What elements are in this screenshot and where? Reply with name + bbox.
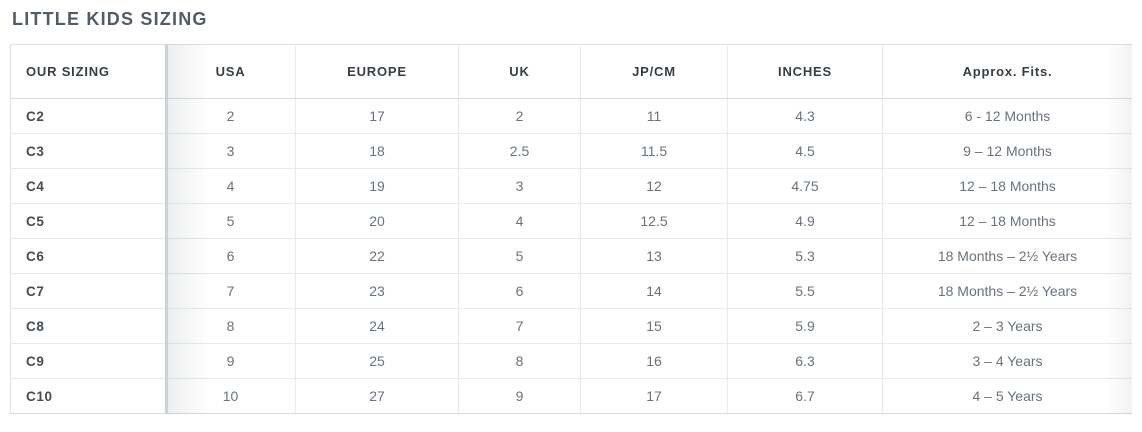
column-header-usa: USA <box>165 44 296 99</box>
cell: 20 <box>295 203 459 239</box>
cell: 11.5 <box>580 133 728 169</box>
cell: 25 <box>295 343 459 379</box>
cell: 3 – 4 Years <box>882 343 1132 379</box>
cell: 2.5 <box>458 133 581 169</box>
table-row-c8: C8 8 24 7 15 5.9 2 – 3 Years <box>10 308 1132 344</box>
cell: 23 <box>295 273 459 309</box>
cell: 22 <box>295 238 459 274</box>
table-body: C2 2 17 2 11 4.3 6 - 12 Months C3 3 18 2.5 11.5 4.5 9… <box>10 98 1132 414</box>
cell: 10 <box>165 378 296 414</box>
cell: 2 <box>165 98 296 134</box>
cell: 7 <box>165 273 296 309</box>
cell: 4.9 <box>727 203 883 239</box>
table-row-c3: C3 3 18 2.5 11.5 4.5 9 – 12 Months <box>10 133 1132 169</box>
row-label: C7 <box>10 273 166 309</box>
column-header-inches: INCHES <box>727 44 883 99</box>
cell: 4.75 <box>727 168 883 204</box>
cell: 2 – 3 Years <box>882 308 1132 344</box>
cell: 4 – 5 Years <box>882 378 1132 414</box>
column-header-europe: EUROPE <box>295 44 459 99</box>
page-title: LITTLE KIDS SIZING <box>12 9 208 29</box>
cell: 18 <box>295 133 459 169</box>
cell: 6 <box>165 238 296 274</box>
cell: 5 <box>165 203 296 239</box>
cell: 19 <box>295 168 459 204</box>
table-row-c5: C5 5 20 4 12.5 4.9 12 – 18 Months <box>10 203 1132 239</box>
cell: 18 Months – 2½ Years <box>882 238 1132 274</box>
cell: 3 <box>165 133 296 169</box>
row-label: C4 <box>10 168 166 204</box>
row-label: C8 <box>10 308 166 344</box>
cell: 6 - 12 Months <box>882 98 1132 134</box>
column-header-uk: UK <box>458 44 581 99</box>
row-label: C2 <box>10 98 166 134</box>
cell: 7 <box>458 308 581 344</box>
cell: 2 <box>458 98 581 134</box>
little-kids-sizing-table: OUR SIZING USA EUROPE UK JP/CM INCHES Approx. … <box>10 44 1132 414</box>
cell: 24 <box>295 308 459 344</box>
table-row-c6: C6 6 22 5 13 5.3 18 Months – 2½ Years <box>10 238 1132 274</box>
row-label: C9 <box>10 343 166 379</box>
row-label: C5 <box>10 203 166 239</box>
row-label: C3 <box>10 133 166 169</box>
table-header-row: OUR SIZING USA EUROPE UK JP/CM INCHES Approx. … <box>10 44 1132 99</box>
cell: 9 – 12 Months <box>882 133 1132 169</box>
column-header-approx-fits: Approx. Fits. <box>882 44 1132 99</box>
cell: 4 <box>165 168 296 204</box>
cell: 5 <box>458 238 581 274</box>
cell: 5.9 <box>727 308 883 344</box>
cell: 27 <box>295 378 459 414</box>
cell: 11 <box>580 98 728 134</box>
cell: 6.3 <box>727 343 883 379</box>
cell: 12.5 <box>580 203 728 239</box>
cell: 8 <box>458 343 581 379</box>
cell: 17 <box>580 378 728 414</box>
cell: 9 <box>458 378 581 414</box>
cell: 9 <box>165 343 296 379</box>
column-header-our-sizing: OUR SIZING <box>10 44 166 99</box>
table-row-c7: C7 7 23 6 14 5.5 18 Months – 2½ Years <box>10 273 1132 309</box>
cell: 4 <box>458 203 581 239</box>
cell: 4.5 <box>727 133 883 169</box>
table-header: OUR SIZING USA EUROPE UK JP/CM INCHES Approx. … <box>10 44 1132 99</box>
cell: 3 <box>458 168 581 204</box>
column-header-jp-cm: JP/CM <box>580 44 728 99</box>
table-row-c10: C10 10 27 9 17 6.7 4 – 5 Years <box>10 378 1132 414</box>
cell: 13 <box>580 238 728 274</box>
table-row-c4: C4 4 19 3 12 4.75 12 – 18 Months <box>10 168 1132 204</box>
cell: 12 – 18 Months <box>882 203 1132 239</box>
cell: 14 <box>580 273 728 309</box>
cell: 4.3 <box>727 98 883 134</box>
cell: 12 <box>580 168 728 204</box>
cell: 5.3 <box>727 238 883 274</box>
cell: 12 – 18 Months <box>882 168 1132 204</box>
cell: 15 <box>580 308 728 344</box>
cell: 5.5 <box>727 273 883 309</box>
row-label: C10 <box>10 378 166 414</box>
sizing-table-scroll-container[interactable]: OUR SIZING USA EUROPE UK JP/CM INCHES Approx. … <box>10 44 1132 414</box>
table-row-c9: C9 9 25 8 16 6.3 3 – 4 Years <box>10 343 1132 379</box>
row-label: C6 <box>10 238 166 274</box>
cell: 6.7 <box>727 378 883 414</box>
table-row-c2: C2 2 17 2 11 4.3 6 - 12 Months <box>10 98 1132 134</box>
cell: 6 <box>458 273 581 309</box>
cell: 18 Months – 2½ Years <box>882 273 1132 309</box>
cell: 16 <box>580 343 728 379</box>
cell: 8 <box>165 308 296 344</box>
cell: 17 <box>295 98 459 134</box>
